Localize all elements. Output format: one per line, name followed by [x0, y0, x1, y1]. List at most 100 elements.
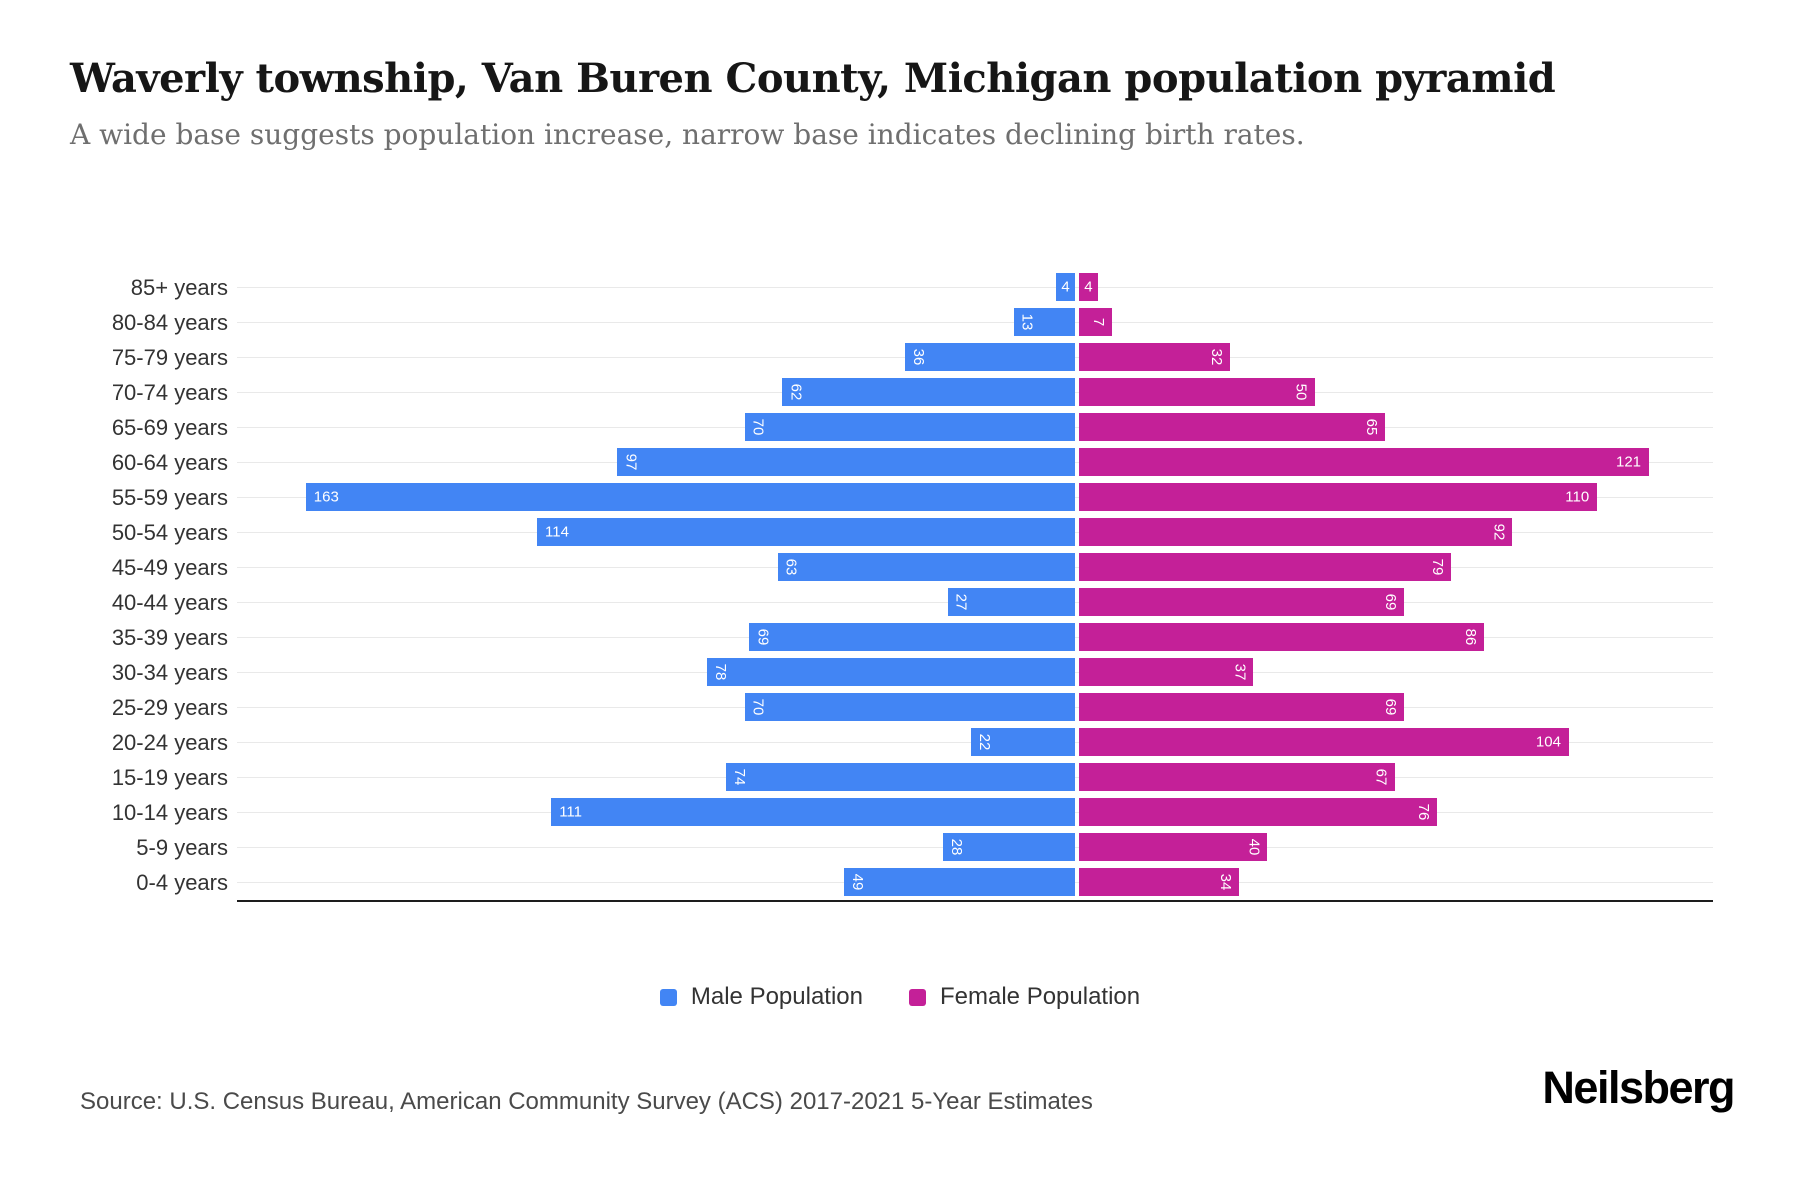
age-row: 70-74 years 62 50 [0, 375, 1800, 410]
bar-value-label: 110 [1565, 488, 1590, 506]
age-group-label: 15-19 years [111, 765, 228, 790]
female-bar: 32 [1079, 343, 1230, 371]
age-row: 55-59 years 163 110 [0, 480, 1800, 515]
bar-value-label: 74 [730, 768, 748, 786]
bar-value-label: 49 [848, 873, 866, 891]
bar-value-label: 4 [1061, 278, 1070, 296]
male-bar: 70 [744, 693, 1075, 721]
age-group-label: 40-44 years [111, 590, 228, 615]
female-bar-area: 104 [1077, 728, 1713, 756]
female-bar: 7 [1079, 308, 1112, 336]
female-bar-area: 67 [1077, 763, 1713, 791]
female-bar: 79 [1079, 553, 1452, 581]
legend-label-female: Female Population [940, 983, 1141, 1010]
bar-value-label: 69 [754, 628, 772, 646]
row-plot-area: 27 69 [237, 585, 1713, 620]
bar-value-label: 78 [711, 663, 729, 681]
gridline [237, 287, 1713, 288]
age-group-label: 75-79 years [111, 345, 228, 370]
pyramid-rows: 85+ years 4 4 80-84 years 13 7 75-79 years 36 32… [0, 270, 1800, 900]
bar-value-label: 121 [1616, 453, 1642, 471]
female-bar-area: 86 [1077, 623, 1713, 651]
page-subtitle: A wide base suggests population increase… [70, 118, 1305, 151]
male-bar-area: 62 [237, 378, 1077, 406]
age-row: 50-54 years 114 92 [0, 515, 1800, 550]
legend-label-male: Male Population [690, 983, 863, 1010]
male-bar: 114 [537, 518, 1075, 546]
male-bar-area: 114 [237, 518, 1077, 546]
female-bar: 4 [1079, 273, 1098, 301]
bar-value-label: 163 [313, 488, 339, 506]
source-attribution: Source: U.S. Census Bureau, American Com… [80, 1088, 1093, 1115]
age-row: 20-24 years 22 104 [0, 725, 1800, 760]
female-bar-area: 7 [1077, 308, 1713, 336]
age-group-label: 80-84 years [111, 310, 228, 335]
bar-value-label: 70 [749, 418, 767, 436]
age-group-label: 65-69 years [111, 415, 228, 440]
bar-value-label: 40 [1245, 838, 1263, 856]
female-bar: 50 [1079, 378, 1315, 406]
row-plot-area: 62 50 [237, 375, 1713, 410]
male-bar-area: 97 [237, 448, 1077, 476]
male-bar-area: 36 [237, 343, 1077, 371]
bar-value-label: 27 [952, 593, 970, 611]
gridline [237, 322, 1713, 323]
row-plot-area: 74 67 [237, 760, 1713, 795]
bar-value-label: 76 [1415, 803, 1433, 821]
female-bar: 37 [1079, 658, 1254, 686]
bar-value-label: 65 [1363, 418, 1381, 436]
male-bar: 78 [706, 658, 1075, 686]
bar-value-label: 37 [1231, 663, 1249, 681]
row-plot-area: 13 7 [237, 305, 1713, 340]
age-group-label: 10-14 years [111, 800, 228, 825]
female-bar-area: 69 [1077, 693, 1713, 721]
male-bar-area: 70 [237, 413, 1077, 441]
bar-value-label: 70 [749, 698, 767, 716]
page-title: Waverly township, Van Buren County, Mich… [70, 55, 1556, 102]
legend-item-male: Male Population [659, 983, 863, 1011]
age-row: 0-4 years 49 34 [0, 865, 1800, 900]
male-bar-area: 49 [237, 868, 1077, 896]
x-axis-line [237, 900, 1713, 902]
male-bar-area: 74 [237, 763, 1077, 791]
neilsberg-logo: Neilsberg [1542, 1062, 1735, 1113]
male-bar: 69 [749, 623, 1075, 651]
female-bar-area: 76 [1077, 798, 1713, 826]
female-bar: 92 [1079, 518, 1513, 546]
male-bar: 163 [305, 483, 1075, 511]
bar-value-label: 79 [1429, 558, 1447, 576]
row-plot-area: 114 92 [237, 515, 1713, 550]
age-group-label: 60-64 years [111, 450, 228, 475]
pyramid-chart: 85+ years 4 4 80-84 years 13 7 75-79 years 36 32… [0, 270, 1800, 902]
male-bar: 36 [905, 343, 1075, 371]
row-plot-area: 69 86 [237, 620, 1713, 655]
age-group-label: 85+ years [130, 275, 228, 300]
female-bar: 34 [1079, 868, 1240, 896]
female-bar-area: 40 [1077, 833, 1713, 861]
male-bar: 63 [777, 553, 1075, 581]
age-group-label: 55-59 years [111, 485, 228, 510]
age-row: 10-14 years 111 76 [0, 795, 1800, 830]
female-bar: 86 [1079, 623, 1485, 651]
female-bar: 69 [1079, 588, 1405, 616]
age-row: 25-29 years 70 69 [0, 690, 1800, 725]
male-legend-swatch-icon [659, 988, 677, 1006]
bar-value-label: 86 [1462, 628, 1480, 646]
bar-value-label: 69 [1382, 593, 1400, 611]
bar-value-label: 67 [1372, 768, 1390, 786]
age-group-label: 5-9 years [136, 835, 228, 860]
bar-value-label: 111 [559, 803, 582, 821]
row-plot-area: 36 32 [237, 340, 1713, 375]
male-bar: 70 [744, 413, 1075, 441]
female-bar-area: 37 [1077, 658, 1713, 686]
male-bar: 62 [782, 378, 1075, 406]
female-bar-area: 110 [1077, 483, 1713, 511]
bar-value-label: 13 [1018, 313, 1036, 331]
male-bar: 27 [947, 588, 1075, 616]
bar-value-label: 34 [1217, 873, 1235, 891]
row-plot-area: 22 104 [237, 725, 1713, 760]
female-bar-area: 69 [1077, 588, 1713, 616]
female-legend-swatch-icon [909, 988, 926, 1006]
age-row: 80-84 years 13 7 [0, 305, 1800, 340]
